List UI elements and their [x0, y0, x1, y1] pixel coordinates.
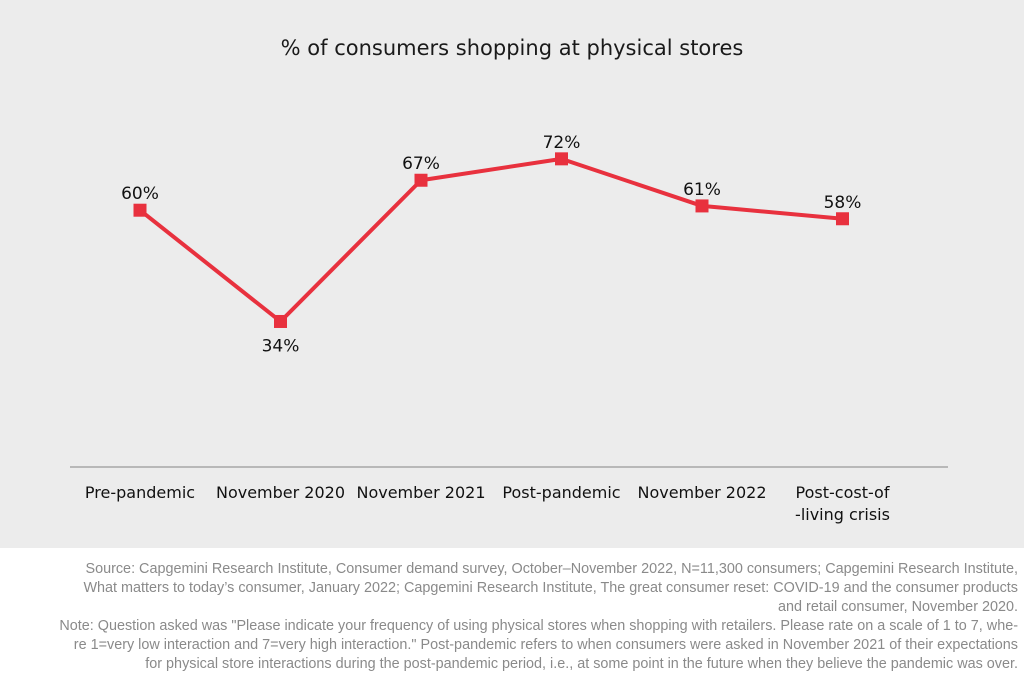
x-tick-label: Post-cost-of	[796, 483, 890, 502]
data-label: 72%	[543, 133, 581, 153]
line-chart: 60% 34% 67% 72% 61% 58% Pre-pandemic November 2…	[70, 133, 948, 524]
data-point-marker	[555, 152, 568, 166]
data-point-marker	[414, 173, 428, 187]
data-label: 58%	[824, 193, 862, 213]
x-tick-label: November 2022	[637, 483, 766, 502]
x-tick-label: Post-pandemic	[502, 483, 620, 502]
series-line	[138, 156, 843, 324]
source-line: and retail consumer, November 2020.	[778, 599, 1018, 615]
data-point-marker	[836, 212, 849, 226]
source-line: What matters to today’s consumer, Januar…	[83, 580, 1018, 596]
x-tick-label: Pre-pandemic	[85, 483, 195, 502]
data-label: 34%	[262, 336, 300, 356]
data-label: 67%	[402, 154, 440, 174]
data-point-marker	[274, 314, 287, 328]
data-label: 61%	[683, 180, 721, 200]
footnote: Source: Capgemini Research Institute, Co…	[0, 560, 1018, 674]
note-line: Note: Question asked was "Please indicat…	[59, 618, 1018, 634]
x-tick-label: November 2021	[356, 483, 485, 502]
data-label: 60%	[121, 184, 159, 204]
data-point-marker	[133, 203, 147, 217]
x-tick-label: -living crisis	[795, 505, 890, 524]
chart-title: % of consumers shopping at physical stor…	[280, 36, 744, 60]
note-line: for physical store interactions during t…	[145, 656, 1018, 672]
x-tick-label: November 2020	[216, 483, 345, 502]
note-line: re 1=very low interaction and 7=very hig…	[73, 637, 1018, 653]
chart-panel: % of consumers shopping at physical stor…	[0, 0, 1024, 548]
data-point-marker	[695, 199, 709, 213]
source-line: Source: Capgemini Research Institute, Co…	[85, 561, 1018, 577]
